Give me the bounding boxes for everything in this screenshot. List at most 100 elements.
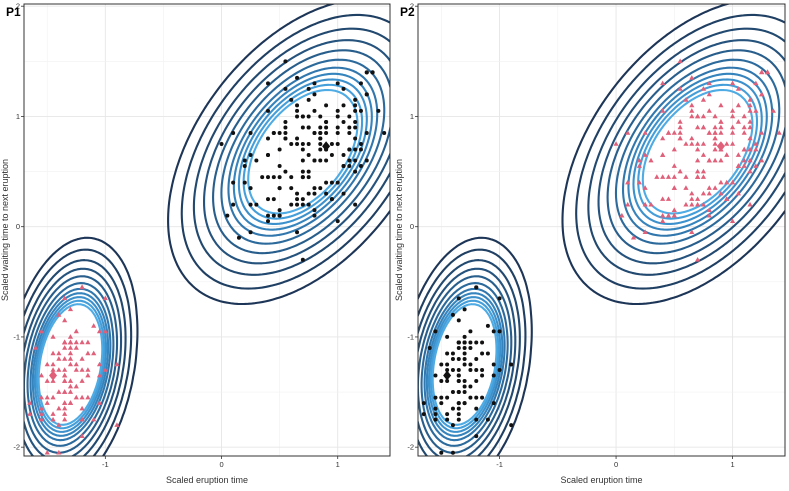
data-point xyxy=(712,185,718,190)
data-point xyxy=(312,191,317,196)
data-point xyxy=(324,158,329,163)
data-point xyxy=(741,163,747,168)
data-point xyxy=(56,312,62,317)
data-point xyxy=(462,379,467,384)
data-point xyxy=(491,401,496,406)
x-axis-label: Scaled eruption time xyxy=(560,475,642,485)
data-point xyxy=(50,416,56,422)
data-point xyxy=(79,394,85,400)
y-tick-label: 0 xyxy=(16,222,20,231)
data-point xyxy=(753,108,759,113)
data-point xyxy=(747,108,753,113)
data-point xyxy=(91,416,97,422)
data-point xyxy=(50,350,56,356)
data-point xyxy=(73,328,79,334)
data-point xyxy=(724,152,730,157)
data-points xyxy=(27,59,387,455)
data-point xyxy=(456,356,461,361)
data-point xyxy=(62,317,68,323)
data-point xyxy=(50,367,56,372)
data-point xyxy=(266,197,270,202)
data-point xyxy=(295,230,300,235)
data-point xyxy=(677,130,683,135)
data-point xyxy=(474,434,479,439)
data-point xyxy=(456,406,461,411)
data-point xyxy=(630,234,637,240)
data-point xyxy=(353,125,358,130)
data-point xyxy=(85,394,91,400)
contour-line xyxy=(423,66,774,442)
data-point xyxy=(300,114,305,119)
data-point xyxy=(347,158,352,163)
data-point xyxy=(689,113,695,119)
data-point xyxy=(729,80,736,86)
data-point xyxy=(671,146,677,152)
data-point xyxy=(79,367,85,372)
y-tick-label: -2 xyxy=(407,443,414,452)
data-point xyxy=(67,383,74,389)
data-point xyxy=(468,362,473,367)
data-point xyxy=(79,356,85,361)
data-point xyxy=(312,92,317,97)
data-point xyxy=(439,379,444,384)
panel-border xyxy=(23,3,391,457)
data-point xyxy=(671,212,677,218)
data-point xyxy=(718,119,724,124)
data-point xyxy=(665,212,672,218)
data-point xyxy=(56,449,62,455)
data-point xyxy=(295,103,300,108)
data-point xyxy=(445,395,450,400)
data-point xyxy=(776,130,782,135)
data-point xyxy=(474,356,479,361)
data-point xyxy=(480,395,485,400)
data-point xyxy=(683,201,689,207)
data-point xyxy=(700,124,707,130)
data-point xyxy=(695,124,701,130)
data-point xyxy=(689,190,695,196)
data-point xyxy=(677,58,683,64)
data-point xyxy=(456,296,461,301)
data-point xyxy=(468,329,473,334)
data-point xyxy=(450,312,455,317)
data-point xyxy=(62,405,68,411)
data-point xyxy=(689,229,695,235)
data-point xyxy=(741,146,747,152)
data-point xyxy=(300,147,305,152)
data-point xyxy=(295,202,300,207)
data-point xyxy=(370,70,375,75)
data-point xyxy=(67,306,74,312)
data-point xyxy=(480,368,485,373)
data-point xyxy=(695,113,701,119)
data-point xyxy=(248,153,253,158)
data-point xyxy=(335,108,340,113)
data-point xyxy=(341,164,346,169)
data-point xyxy=(79,339,85,345)
data-point xyxy=(759,130,765,135)
data-point xyxy=(38,411,45,416)
data-point xyxy=(480,373,485,378)
data-point xyxy=(62,356,68,361)
data-point xyxy=(67,389,74,394)
data-point xyxy=(491,362,496,367)
data-point xyxy=(50,361,56,367)
data-point xyxy=(353,147,358,152)
data-point xyxy=(450,368,455,373)
data-point xyxy=(753,146,759,152)
data-point xyxy=(625,179,631,185)
data-point xyxy=(735,119,741,124)
data-point xyxy=(456,401,461,406)
data-point xyxy=(306,86,311,91)
data-point xyxy=(306,142,311,147)
data-point xyxy=(462,340,467,345)
data-point xyxy=(312,208,317,213)
data-point xyxy=(747,135,753,141)
data-point xyxy=(445,362,450,367)
data-point xyxy=(295,108,300,113)
data-point xyxy=(271,213,276,218)
data-point xyxy=(283,169,288,174)
data-point xyxy=(665,130,672,135)
panel-label: P2 xyxy=(400,5,415,19)
data-point xyxy=(67,345,74,350)
y-axis-label: Scaled waiting time to next eruption xyxy=(0,159,10,301)
y-tick-label: -2 xyxy=(13,443,20,452)
